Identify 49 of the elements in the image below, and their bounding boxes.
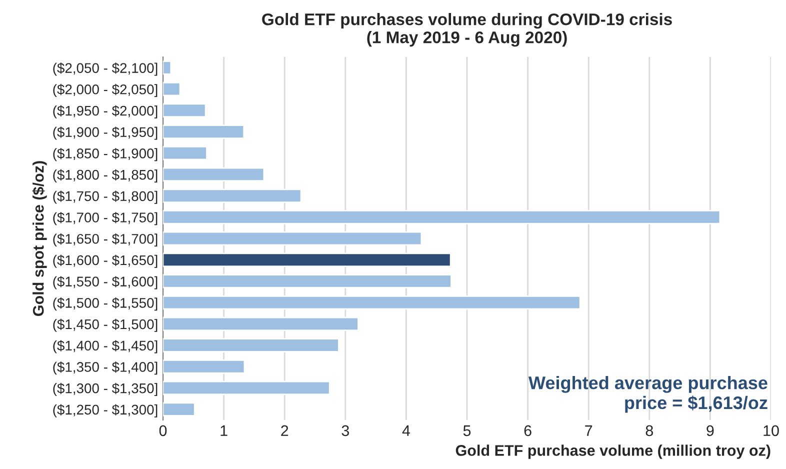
y-tick-label: ($1,850 - $1,900] (53, 148, 158, 162)
bar (163, 210, 721, 224)
bar (163, 380, 330, 396)
bar (163, 295, 581, 310)
x-tick-label: 5 (463, 425, 471, 436)
bar (163, 360, 246, 374)
bar (163, 402, 196, 416)
bar (163, 338, 340, 352)
x-tick-label: 3 (342, 425, 349, 436)
y-tick-label: ($1,650 - $1,700] (53, 233, 158, 247)
y-tick-label: ($1,800 - $1,850] (53, 169, 158, 182)
y-tick-label: ($1,450 - $1,500] (53, 318, 158, 332)
y-tick-label: ($1,400 - $1,450] (53, 340, 158, 354)
annotation: Weighted average purchase price = $1,613/oz (528, 376, 768, 413)
y-tick-label: ($1,550 - $1,600] (53, 276, 158, 290)
bar (163, 274, 452, 288)
bar (163, 124, 245, 139)
bar (163, 167, 265, 182)
chart-title: Gold ETF purchases volume during COVID-19 crisis (1 May 2019 - 6 Aug 2020) (262, 13, 672, 47)
bar (163, 103, 206, 118)
x-tick-label: 0 (159, 425, 167, 436)
y-tick-label: ($1,900 - $1,950] (53, 126, 158, 140)
y-tick-label: ($1,700 - $1,750] (53, 212, 158, 226)
bar (163, 316, 359, 332)
bar (163, 82, 181, 96)
y-tick-label: ($1,950 - $2,000] (53, 105, 158, 118)
y-tick-label: ($2,000 - $2,050] (53, 84, 158, 98)
x-axis-title: Gold ETF purchase volume (million troy oz) (456, 444, 770, 459)
y-tick-label: ($1,350 - $1,400] (53, 361, 158, 375)
bar (163, 146, 208, 160)
bar (163, 188, 302, 203)
y-tick-label: ($1,750 - $1,800] (53, 190, 158, 204)
x-tick-label: 7 (585, 425, 592, 436)
x-tick-label: 2 (281, 425, 288, 436)
x-tick-label: 4 (402, 425, 410, 436)
x-tick-label: 9 (706, 425, 714, 436)
bar (163, 60, 172, 75)
y-tick-label: ($1,300 - $1,350] (53, 382, 158, 396)
bar (163, 252, 452, 267)
y-axis-title: Gold spot price ($/oz) (32, 161, 47, 316)
x-tick-label: 10 (764, 425, 779, 436)
y-tick-label: ($1,250 - $1,300] (53, 404, 158, 418)
x-tick-label: 6 (524, 425, 532, 436)
x-tick-label: 1 (220, 425, 228, 436)
x-tick-label: 8 (646, 425, 653, 436)
y-tick-label: ($2,050 - $2,100] (53, 62, 158, 76)
bar (163, 231, 422, 246)
y-tick-label: ($1,600 - $1,650] (53, 254, 158, 268)
y-tick-label: ($1,500 - $1,550] (53, 297, 158, 311)
